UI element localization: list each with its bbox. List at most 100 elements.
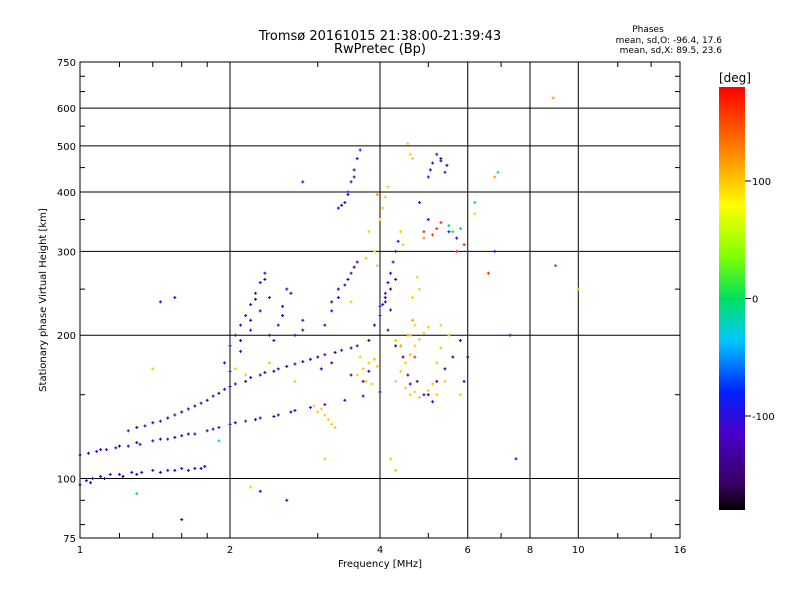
data-point	[301, 328, 305, 332]
data-point	[86, 451, 90, 455]
data-point	[358, 148, 362, 152]
data-point	[158, 470, 162, 474]
data-point	[401, 355, 405, 359]
data-point	[386, 185, 390, 189]
data-point	[343, 201, 347, 205]
data-point	[312, 404, 316, 408]
data-point	[576, 287, 580, 291]
data-point	[431, 233, 435, 237]
data-point	[462, 379, 466, 383]
data-point	[439, 323, 443, 327]
data-point	[406, 142, 410, 146]
colorbar-ticks: 100 0 -100	[745, 177, 775, 423]
data-point	[447, 230, 451, 234]
data-point	[394, 249, 398, 253]
data-point	[135, 492, 139, 496]
data-point	[415, 275, 419, 279]
data-point	[233, 367, 237, 371]
data-point	[158, 300, 162, 304]
data-point	[180, 410, 184, 414]
data-point	[399, 344, 403, 348]
data-point	[406, 333, 410, 337]
data-point	[389, 308, 393, 312]
data-point	[508, 333, 512, 337]
data-point	[316, 355, 320, 359]
data-point	[553, 264, 557, 268]
data-point	[386, 328, 390, 332]
data-point	[249, 303, 253, 307]
data-point	[326, 418, 330, 422]
data-point	[455, 236, 459, 240]
data-point	[435, 361, 439, 365]
data-point	[166, 416, 170, 420]
data-point	[211, 427, 215, 431]
data-point	[211, 394, 215, 398]
data-point	[301, 360, 305, 364]
data-point	[361, 394, 365, 398]
data-point	[355, 344, 359, 348]
data-point	[349, 271, 353, 275]
data-point	[401, 243, 405, 247]
data-point	[346, 277, 350, 281]
data-point	[439, 221, 443, 225]
data-point	[375, 264, 379, 268]
data-point	[413, 355, 417, 359]
data-point	[389, 271, 393, 275]
data-point	[408, 152, 412, 156]
data-point	[343, 283, 347, 287]
plot-frame	[79, 61, 681, 539]
data-point	[375, 364, 379, 368]
data-point	[367, 369, 371, 373]
data-point	[239, 338, 243, 342]
data-point	[346, 190, 350, 194]
data-point	[117, 444, 121, 448]
data-point	[373, 357, 377, 361]
data-point	[394, 468, 398, 472]
colorbar	[719, 87, 745, 510]
data-point	[140, 470, 144, 474]
y-tick-label: 400	[57, 188, 76, 199]
data-point	[293, 333, 297, 337]
data-point	[151, 421, 155, 425]
data-point	[130, 470, 134, 474]
data-point	[186, 468, 190, 472]
data-point	[180, 518, 184, 522]
y-tick-label: 100	[57, 475, 76, 486]
data-point	[411, 318, 415, 322]
data-point	[458, 393, 462, 397]
data-point	[426, 325, 430, 329]
data-point	[355, 157, 359, 161]
data-point	[114, 446, 118, 450]
data-point	[364, 256, 368, 260]
colorbar-tick-label: -100	[752, 412, 775, 423]
y-tick-label: 500	[57, 142, 76, 153]
data-point	[281, 314, 285, 318]
data-point	[323, 323, 327, 327]
data-point	[426, 389, 430, 393]
data-point	[462, 243, 466, 247]
data-point	[228, 422, 232, 426]
data-point	[301, 180, 305, 184]
data-point	[373, 249, 377, 253]
data-point	[263, 271, 267, 275]
data-point	[330, 361, 334, 365]
data-point	[355, 373, 359, 377]
x-axis-label: Frequency [MHz]	[338, 559, 422, 570]
data-point	[330, 309, 334, 313]
x-tick-label: 4	[377, 545, 383, 556]
data-point	[426, 218, 430, 222]
data-point	[381, 303, 385, 307]
data-point	[378, 304, 382, 308]
chart-subtitle: RwPretec (Bp)	[334, 42, 426, 57]
data-point	[249, 328, 253, 332]
data-point	[126, 429, 130, 433]
data-point	[135, 472, 139, 476]
data-point	[486, 271, 490, 275]
data-point	[180, 466, 184, 470]
data-point	[239, 349, 243, 353]
data-point	[99, 474, 103, 478]
gridlines	[80, 62, 680, 538]
data-point	[435, 227, 439, 231]
colorbar-tick-label: 0	[752, 295, 758, 306]
data-point	[399, 230, 403, 234]
